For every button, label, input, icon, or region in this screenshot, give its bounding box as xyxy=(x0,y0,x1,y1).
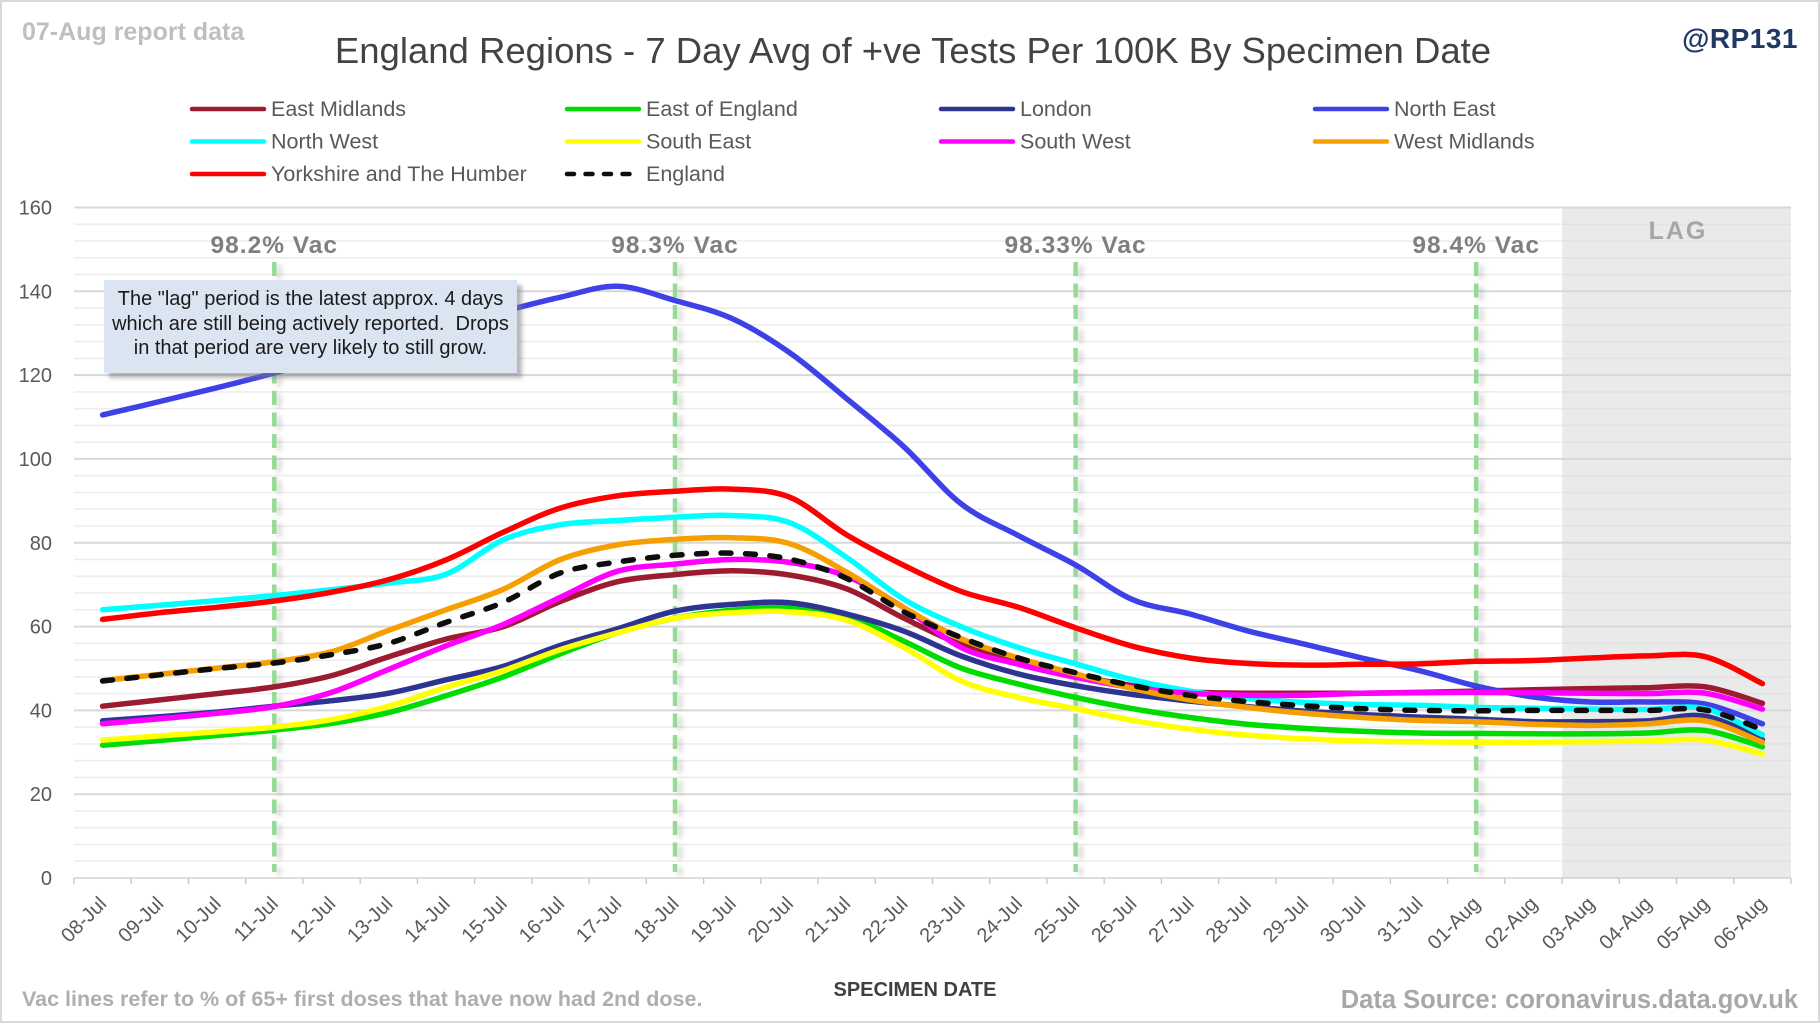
svg-text:Yorkshire and The Humber: Yorkshire and The Humber xyxy=(271,162,527,186)
svg-text:100: 100 xyxy=(19,449,52,471)
svg-text:Data Source: coronavirus.data.: Data Source: coronavirus.data.gov.uk xyxy=(1341,986,1799,1014)
svg-text:98.4% Vac: 98.4% Vac xyxy=(1412,232,1540,259)
svg-text:14-Jul: 14-Jul xyxy=(400,893,454,947)
svg-text:West Midlands: West Midlands xyxy=(1394,130,1535,154)
svg-text:North West: North West xyxy=(271,130,378,154)
svg-text:Vac lines refer to % of 65+ fi: Vac lines refer to % of 65+ first doses … xyxy=(22,987,702,1011)
svg-text:26-Jul: 26-Jul xyxy=(1087,893,1141,947)
svg-text:East of England: East of England xyxy=(646,97,798,121)
svg-text:01-Aug: 01-Aug xyxy=(1424,893,1485,954)
svg-text:21-Jul: 21-Jul xyxy=(801,893,855,947)
svg-text:98.3% Vac: 98.3% Vac xyxy=(611,232,739,259)
svg-text:24-Jul: 24-Jul xyxy=(973,893,1027,947)
svg-text:19-Jul: 19-Jul xyxy=(687,893,741,947)
svg-text:140: 140 xyxy=(19,281,52,303)
svg-text:80: 80 xyxy=(30,533,52,555)
svg-text:98.2% Vac: 98.2% Vac xyxy=(211,232,339,259)
svg-text:@RP131: @RP131 xyxy=(1682,23,1798,54)
svg-text:South West: South West xyxy=(1020,130,1131,154)
svg-text:13-Jul: 13-Jul xyxy=(343,893,397,947)
svg-text:60: 60 xyxy=(30,617,52,639)
svg-text:0: 0 xyxy=(41,868,52,890)
svg-text:28-Jul: 28-Jul xyxy=(1202,893,1256,947)
svg-text:160: 160 xyxy=(19,198,52,220)
svg-text:18-Jul: 18-Jul xyxy=(629,893,683,947)
svg-text:27-Jul: 27-Jul xyxy=(1144,893,1198,947)
svg-text:22-Jul: 22-Jul xyxy=(858,893,912,947)
svg-text:08-Jul: 08-Jul xyxy=(57,893,111,947)
svg-text:North East: North East xyxy=(1394,97,1496,121)
svg-text:South East: South East xyxy=(646,130,751,154)
svg-text:40: 40 xyxy=(30,700,52,722)
svg-text:10-Jul: 10-Jul xyxy=(172,893,226,947)
svg-text:20: 20 xyxy=(30,784,52,806)
svg-text:England Regions - 7 Day Avg of: England Regions - 7 Day Avg of +ve Tests… xyxy=(335,30,1491,71)
svg-text:17-Jul: 17-Jul xyxy=(572,893,626,947)
svg-text:03-Aug: 03-Aug xyxy=(1538,893,1599,954)
svg-text:London: London xyxy=(1020,97,1092,121)
svg-text:31-Jul: 31-Jul xyxy=(1373,893,1427,947)
svg-text:30-Jul: 30-Jul xyxy=(1316,893,1370,947)
svg-text:98.33% Vac: 98.33% Vac xyxy=(1005,232,1147,259)
svg-text:11-Jul: 11-Jul xyxy=(230,893,283,946)
svg-text:England: England xyxy=(646,162,725,186)
svg-text:East Midlands: East Midlands xyxy=(271,97,406,121)
svg-text:25-Jul: 25-Jul xyxy=(1030,893,1084,947)
svg-text:20-Jul: 20-Jul xyxy=(744,893,798,947)
svg-text:09-Jul: 09-Jul xyxy=(114,893,168,947)
svg-text:06-Aug: 06-Aug xyxy=(1710,893,1771,954)
svg-text:15-Jul: 15-Jul xyxy=(458,893,512,947)
svg-text:04-Aug: 04-Aug xyxy=(1595,893,1656,954)
svg-text:SPECIMEN DATE: SPECIMEN DATE xyxy=(834,979,997,1001)
svg-text:29-Jul: 29-Jul xyxy=(1259,893,1313,947)
svg-text:23-Jul: 23-Jul xyxy=(916,893,970,947)
svg-text:05-Aug: 05-Aug xyxy=(1653,893,1714,954)
svg-text:07-Aug report data: 07-Aug report data xyxy=(22,18,245,46)
svg-text:LAG: LAG xyxy=(1649,217,1708,245)
svg-text:12-Jul: 12-Jul xyxy=(286,893,340,947)
svg-text:02-Aug: 02-Aug xyxy=(1481,893,1542,954)
svg-text:120: 120 xyxy=(19,365,52,387)
svg-text:16-Jul: 16-Jul xyxy=(515,893,569,947)
